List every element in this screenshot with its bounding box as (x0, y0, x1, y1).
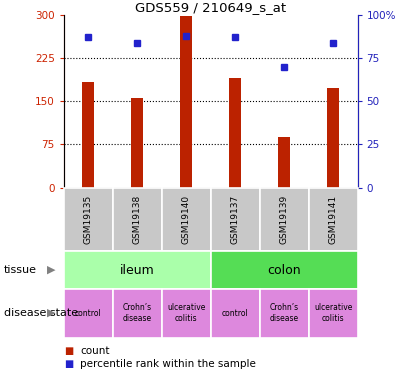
Text: ▶: ▶ (47, 265, 56, 275)
Bar (64, 289, 113, 338)
Text: colon: colon (267, 264, 301, 276)
Text: Crohn’s
disease: Crohn’s disease (122, 303, 152, 323)
Bar (327, 88, 339, 188)
Text: count: count (80, 346, 110, 355)
Text: percentile rank within the sample: percentile rank within the sample (80, 359, 256, 369)
Title: GDS559 / 210649_s_at: GDS559 / 210649_s_at (135, 1, 286, 14)
Text: GSM19135: GSM19135 (84, 195, 93, 244)
Bar (211, 251, 358, 289)
Bar (260, 188, 309, 251)
Text: GSM19138: GSM19138 (133, 195, 142, 244)
Text: control: control (222, 309, 249, 318)
Bar (229, 78, 241, 188)
Bar (162, 188, 211, 251)
Bar (64, 188, 113, 251)
Bar (309, 188, 358, 251)
Bar (278, 137, 290, 188)
Text: Crohn’s
disease: Crohn’s disease (270, 303, 299, 323)
Text: ■: ■ (64, 359, 73, 369)
Bar (131, 98, 143, 188)
Text: tissue: tissue (4, 265, 37, 275)
Bar (211, 289, 260, 338)
Bar (211, 188, 260, 251)
Text: ▶: ▶ (47, 308, 56, 318)
Text: GSM19139: GSM19139 (279, 195, 289, 244)
Bar (309, 289, 358, 338)
Bar (64, 251, 210, 289)
Text: ulcerative
colitis: ulcerative colitis (314, 303, 352, 323)
Text: GSM19137: GSM19137 (231, 195, 240, 244)
Text: disease state: disease state (4, 308, 78, 318)
Text: ulcerative
colitis: ulcerative colitis (167, 303, 206, 323)
Bar (113, 188, 162, 251)
Bar (162, 289, 211, 338)
Text: ■: ■ (64, 346, 73, 355)
Text: control: control (75, 309, 102, 318)
Bar (113, 289, 162, 338)
Bar (82, 82, 94, 188)
Text: ileum: ileum (120, 264, 155, 276)
Text: GSM19140: GSM19140 (182, 195, 191, 244)
Bar (260, 289, 309, 338)
Text: GSM19141: GSM19141 (328, 195, 337, 244)
Bar (180, 16, 192, 188)
